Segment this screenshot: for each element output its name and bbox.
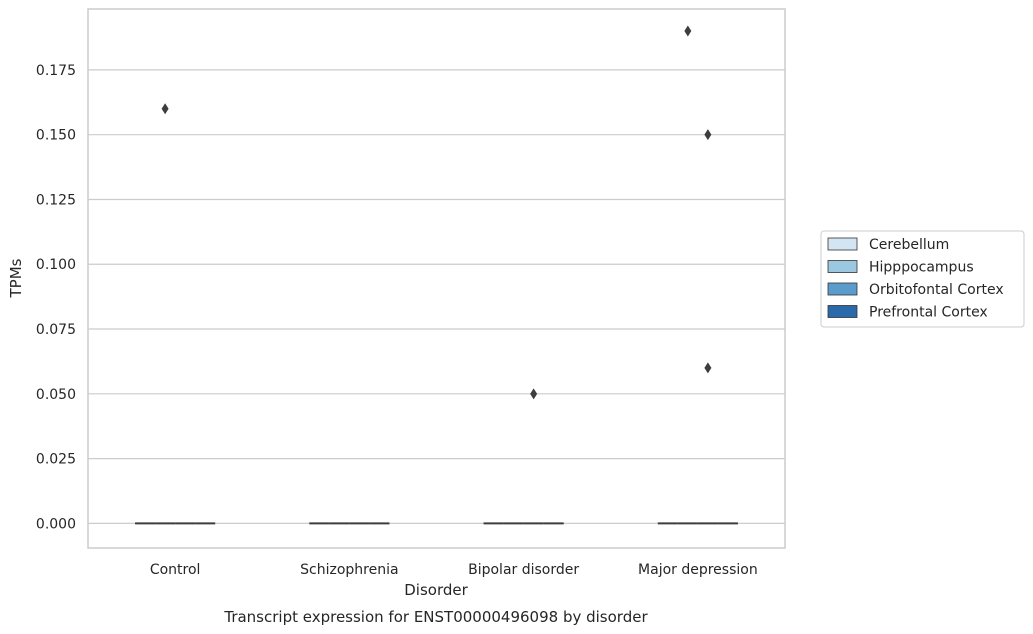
legend-label: Cerebellum [869,237,949,253]
y-tick-label: 0.050 [36,387,76,403]
legend-swatch [827,237,858,251]
chart-caption: Transcript expression for ENST0000049609… [223,608,648,626]
y-tick-labels: 0.000 0.025 0.050 0.075 0.100 0.125 0.150 0.175 [36,63,76,532]
legend-swatch [827,282,858,296]
legend-label: Prefrontal Cortex [869,305,988,321]
legend-label: Orbitofontal Cortex [869,282,1004,298]
legend-swatch [827,260,858,273]
y-tick-label: 0.125 [36,192,76,208]
x-tick-label: Bipolar disorder [468,562,579,578]
x-tick-labels: Control Schizophrenia Bipolar disorder Majo… [150,562,758,578]
y-tick-label: 0.000 [36,516,76,532]
y-tick-label: 0.075 [36,322,76,338]
legend-label: Hipppocampus [869,260,974,276]
y-axis-title: TPMs [7,258,25,298]
grid-lines [88,69,785,524]
x-axis-title: Disorder [404,581,468,599]
y-tick-label: 0.100 [36,257,76,273]
plot-frame [87,8,786,549]
y-tick-label: 0.025 [36,452,76,468]
outlier-point [704,129,712,141]
x-tick-label: Schizophrenia [300,562,398,578]
x-tick-label: Control [150,562,201,578]
outlier-point [161,103,169,115]
outlier-points [161,25,712,400]
legend-items: Cerebellum Hipppocampus Orbitofontal Corte… [827,237,1004,321]
x-tick-label: Major depression [638,562,758,578]
y-tick-label: 0.175 [36,63,76,79]
legend-swatch [827,305,858,318]
y-tick-label: 0.150 [36,128,76,144]
legend-frame [820,230,1025,328]
legend: Cerebellum Hipppocampus Orbitofontal Corte… [820,230,1025,328]
outlier-point [684,25,692,37]
outlier-point [530,388,538,400]
outlier-point [704,362,712,374]
